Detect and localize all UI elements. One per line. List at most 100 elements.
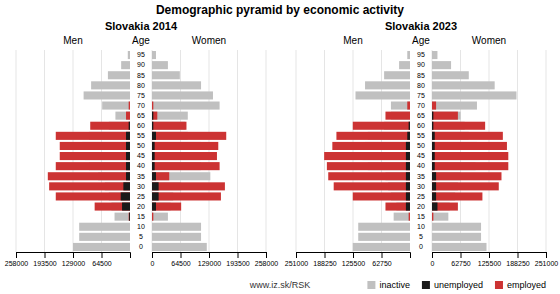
- grid-line: [432, 50, 433, 252]
- tick: 90: [417, 61, 425, 68]
- bar: unemployed: [123, 182, 130, 190]
- tick-label: 60: [417, 122, 425, 129]
- bar: unemployed: [406, 152, 410, 160]
- bar: employed: [432, 243, 433, 251]
- tick-label: 25: [417, 193, 425, 200]
- bar: employed: [432, 102, 436, 110]
- group-label: Men: [63, 35, 82, 46]
- axis-title: Age: [412, 35, 430, 46]
- tick: 129000: [62, 252, 85, 267]
- tick-label: 64500: [171, 260, 191, 267]
- bar: employed: [432, 112, 458, 120]
- tick-label: 35: [417, 172, 425, 179]
- tick-mark: [181, 252, 182, 258]
- bar: inactive: [152, 243, 207, 251]
- bar: unemployed: [152, 71, 153, 79]
- bar: employed: [152, 71, 153, 79]
- tick: 75: [417, 92, 425, 99]
- bar: employed: [432, 132, 503, 140]
- tick-mark: [432, 252, 433, 258]
- bar: inactive: [152, 233, 201, 241]
- bar: employed: [385, 112, 410, 120]
- bar: inactive: [391, 102, 410, 110]
- tick-mark: [518, 252, 519, 258]
- bar: employed: [353, 192, 410, 200]
- axis-line: [17, 253, 131, 259]
- bar: inactive: [128, 51, 130, 59]
- tick-label: 85: [417, 71, 425, 78]
- tick: 188250: [506, 252, 529, 267]
- bar: employed: [432, 223, 433, 231]
- bar: unemployed: [410, 233, 411, 241]
- bar: unemployed: [410, 91, 411, 99]
- bar: unemployed: [152, 172, 156, 180]
- bar: employed: [152, 51, 153, 59]
- bar: employed: [432, 122, 485, 130]
- bar: inactive: [432, 91, 516, 99]
- tick: 251000: [285, 252, 308, 267]
- tick: 50: [417, 142, 425, 149]
- bar: employed: [152, 112, 157, 120]
- bar: employed: [385, 203, 410, 211]
- bar: employed: [410, 243, 411, 251]
- bar: inactive: [432, 112, 461, 120]
- tick-label: 55: [417, 132, 425, 139]
- bar: unemployed: [130, 243, 131, 251]
- bars: inactive inactive inactive inactive inactive…: [432, 51, 516, 251]
- bar: employed: [60, 142, 130, 150]
- bar: inactive: [79, 223, 130, 231]
- bar: unemployed: [410, 102, 411, 110]
- tick: 0: [151, 252, 155, 267]
- chart-title: Demographic pyramid by economic activity: [156, 3, 404, 17]
- bar: inactive: [432, 102, 477, 110]
- bar: unemployed: [152, 51, 153, 59]
- bar: inactive: [152, 213, 168, 221]
- tick: 15: [417, 213, 425, 220]
- bar: unemployed: [130, 81, 131, 89]
- bars: inactiveinactiveinactiveinactiveinactive…: [48, 51, 130, 251]
- bar: employed: [130, 91, 131, 99]
- tick-label: 0: [431, 260, 435, 267]
- tick: 35: [137, 172, 145, 179]
- tick-mark: [73, 252, 74, 258]
- chart-root: Demographic pyramid by economic activity…: [0, 0, 560, 294]
- bar: unemployed: [432, 112, 433, 120]
- bar: unemployed: [126, 142, 130, 150]
- tick: 20: [417, 203, 425, 210]
- tick-mark: [489, 252, 490, 258]
- bar: employed: [95, 203, 130, 211]
- bar: employed: [129, 102, 130, 110]
- bar: inactive: [432, 233, 481, 241]
- tick-label: 35: [137, 172, 145, 179]
- tick: 65: [137, 112, 145, 119]
- bar: employed: [410, 81, 411, 89]
- bar: unemployed: [152, 122, 153, 130]
- tick: 55: [137, 132, 145, 139]
- bar: employed: [410, 61, 411, 69]
- tick-label: 15: [137, 213, 145, 220]
- bar: employed: [56, 132, 130, 140]
- tick: 70: [417, 102, 425, 109]
- grid-line: [324, 50, 325, 252]
- bar: inactive: [121, 61, 130, 69]
- tick: 35: [417, 172, 425, 179]
- tick-label: 62750: [372, 260, 392, 267]
- bar: unemployed: [126, 152, 130, 160]
- tick-mark: [546, 252, 547, 258]
- bar: unemployed: [152, 233, 153, 241]
- group-label: Women: [192, 35, 226, 46]
- bar: inactive: [432, 61, 451, 69]
- bar: employed: [48, 172, 130, 180]
- tick: 60: [417, 122, 425, 129]
- legend-label: inactive: [379, 280, 410, 290]
- tick-label: 125500: [342, 260, 365, 267]
- tick-label: 75: [417, 92, 425, 99]
- tick: 65: [417, 112, 425, 119]
- tick: 62750: [451, 252, 471, 267]
- bar: employed: [410, 71, 411, 79]
- tick: 62750: [372, 252, 392, 267]
- bar: unemployed: [152, 61, 153, 69]
- bar: unemployed: [410, 223, 411, 231]
- tick: 80: [417, 82, 425, 89]
- bar: employed: [336, 132, 410, 140]
